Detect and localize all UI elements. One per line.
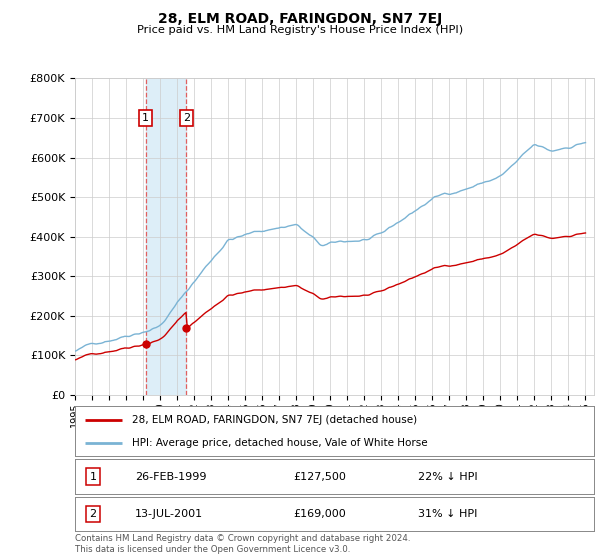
Text: 1: 1 xyxy=(142,113,149,123)
Text: Price paid vs. HM Land Registry's House Price Index (HPI): Price paid vs. HM Land Registry's House … xyxy=(137,25,463,35)
Text: Contains HM Land Registry data © Crown copyright and database right 2024.
This d: Contains HM Land Registry data © Crown c… xyxy=(75,534,410,554)
Text: £169,000: £169,000 xyxy=(293,509,346,519)
Text: 31% ↓ HPI: 31% ↓ HPI xyxy=(418,509,477,519)
Text: 22% ↓ HPI: 22% ↓ HPI xyxy=(418,472,477,482)
Text: 2: 2 xyxy=(183,113,190,123)
Text: 2: 2 xyxy=(89,509,97,519)
Text: 13-JUL-2001: 13-JUL-2001 xyxy=(134,509,203,519)
Text: 28, ELM ROAD, FARINGDON, SN7 7EJ: 28, ELM ROAD, FARINGDON, SN7 7EJ xyxy=(158,12,442,26)
Text: HPI: Average price, detached house, Vale of White Horse: HPI: Average price, detached house, Vale… xyxy=(132,438,428,448)
Bar xyxy=(146,78,186,395)
Text: 28, ELM ROAD, FARINGDON, SN7 7EJ (detached house): 28, ELM ROAD, FARINGDON, SN7 7EJ (detach… xyxy=(132,414,417,424)
Text: 26-FEB-1999: 26-FEB-1999 xyxy=(134,472,206,482)
Text: 1: 1 xyxy=(89,472,97,482)
Text: £127,500: £127,500 xyxy=(293,472,346,482)
